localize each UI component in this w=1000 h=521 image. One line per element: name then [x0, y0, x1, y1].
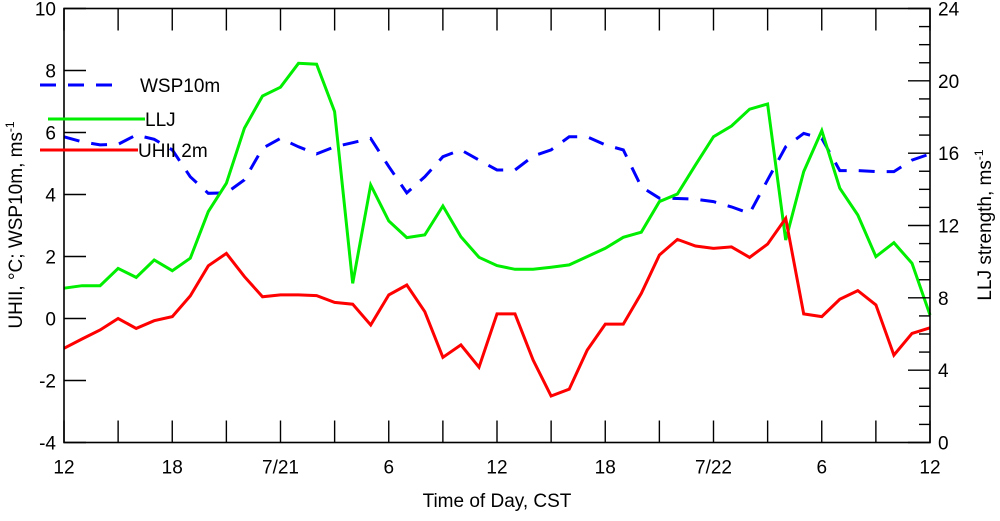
- legend-label-llj: LLJ: [145, 110, 176, 131]
- y-right-tick-label: 24: [938, 0, 960, 21]
- x-tick-label: 12: [919, 458, 940, 479]
- x-tick-label: 12: [53, 458, 74, 479]
- x-tick-label: 6: [383, 458, 394, 479]
- x-tick-label: 18: [162, 458, 183, 479]
- series-layer: [64, 63, 930, 396]
- x-tick-label: 7/22: [695, 458, 732, 479]
- y-left-tick-label: -4: [39, 434, 56, 455]
- legend-label-wsp10m: WSP10m: [140, 76, 220, 97]
- y-right-tick-label: 4: [938, 361, 949, 382]
- y-axis-left-label: UHII, °C; WSP10m, ms-1: [3, 121, 27, 329]
- x-axis-label: Time of Day, CST: [423, 491, 572, 512]
- y-right-tick-label: 16: [938, 144, 959, 165]
- y-right-tick-label: 20: [938, 72, 959, 93]
- y-right-tick-label: 12: [938, 217, 959, 238]
- y-axis-right-label: LLJ strength, ms-1: [972, 149, 996, 300]
- y-right-tick-label: 8: [938, 289, 949, 310]
- x-tick-label: 7/21: [262, 458, 299, 479]
- y-left-tick-label: 0: [45, 310, 56, 331]
- legend: WSP10m LLJ UHII 2m: [40, 76, 220, 162]
- y-left-tick-label: 10: [35, 0, 56, 21]
- y-left-tick-label: 4: [45, 186, 56, 207]
- plot-frame: [64, 9, 930, 443]
- y-left-tick-label: 2: [45, 248, 56, 269]
- series-line-llj: [64, 63, 930, 315]
- y-right-tick-label: 0: [938, 434, 949, 455]
- legend-label-uhii: UHII 2m: [138, 141, 208, 162]
- x-tick-label: 18: [595, 458, 616, 479]
- x-tick-label: 6: [816, 458, 827, 479]
- y-left-tick-label: -2: [39, 372, 56, 393]
- y-left-tick-label: 8: [45, 62, 56, 83]
- y-left-tick-label: 6: [45, 124, 56, 145]
- x-tick-label: 12: [486, 458, 507, 479]
